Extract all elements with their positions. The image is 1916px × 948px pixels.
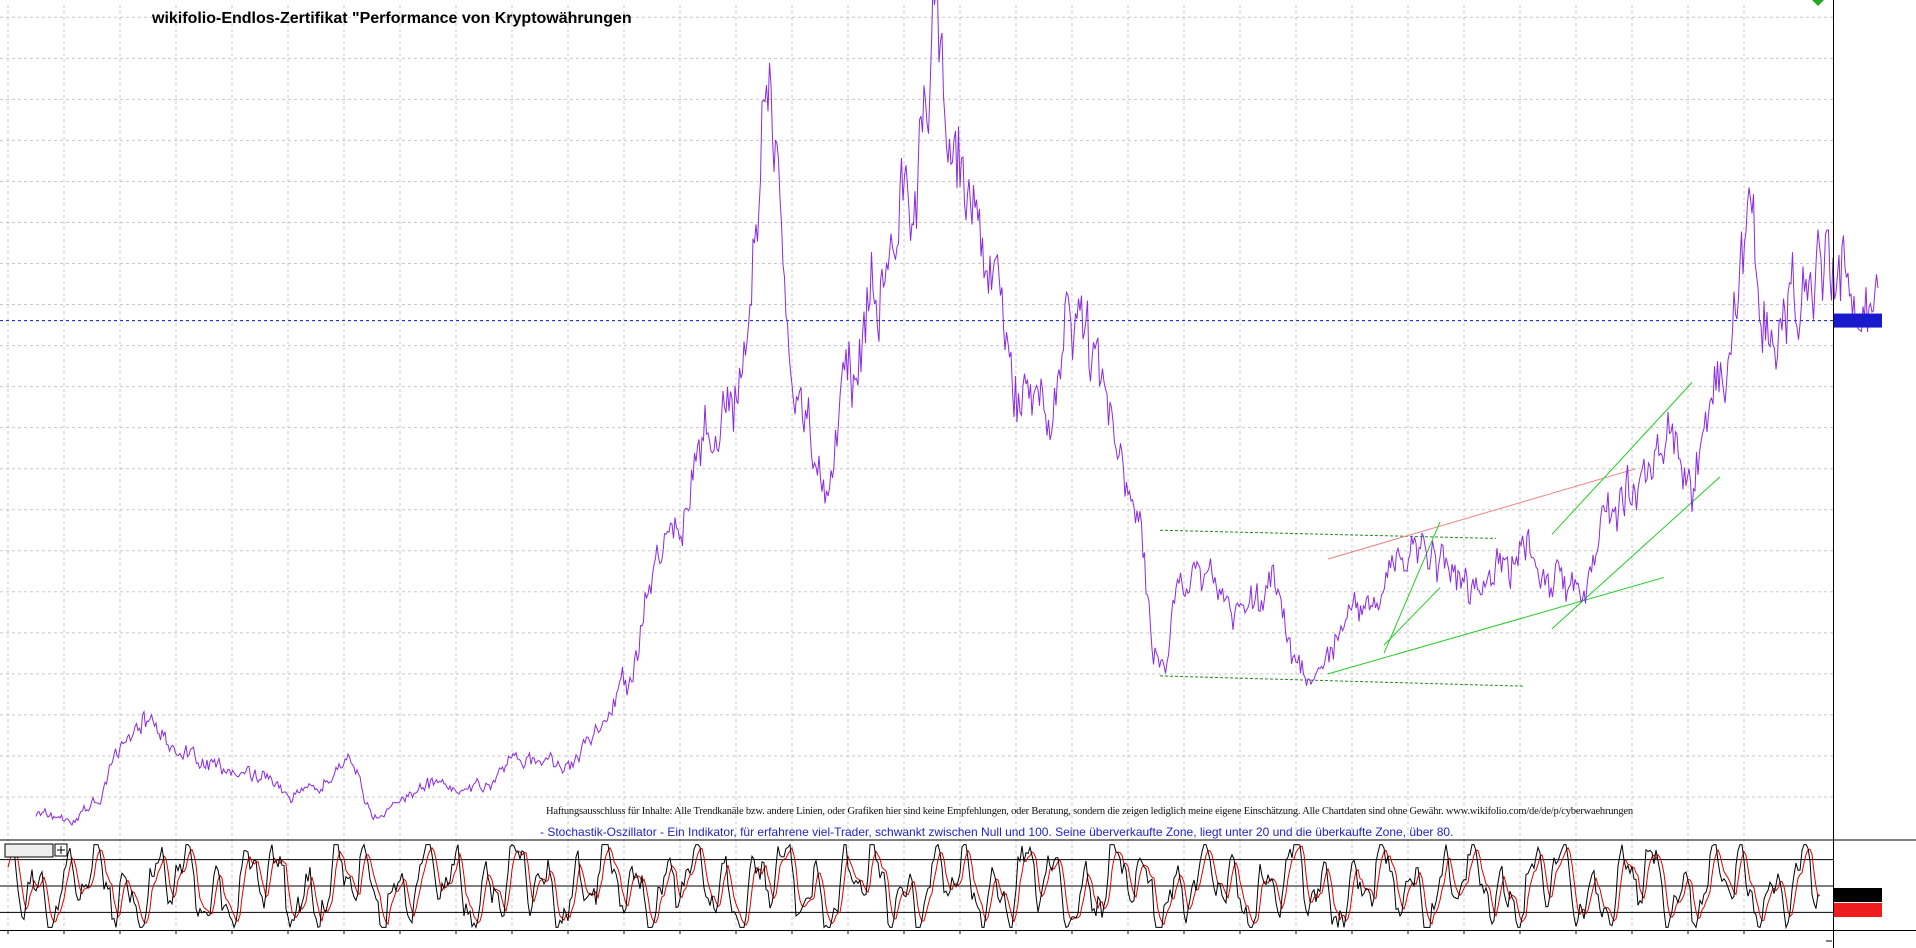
current-price-box [1834, 313, 1882, 328]
grid-layer [0, 5, 1833, 930]
trend-line [1327, 576, 1665, 675]
d-value-box [1834, 903, 1882, 917]
trend-line [1159, 675, 1525, 687]
stochastic-k-line [5, 843, 1819, 930]
scroll-marker-icon [1812, 0, 1824, 6]
oscillator-layer [0, 843, 1833, 930]
trend-line [1159, 529, 1497, 539]
k-value-box [1834, 888, 1882, 902]
stochastic-d-line [7, 845, 1821, 926]
trend-line [1383, 587, 1441, 646]
chart-title: wikifolio-Endlos-Zertifikat "Performance… [152, 10, 632, 27]
trend-line [1327, 468, 1637, 560]
annotation-layer [1159, 382, 1721, 687]
trend-line [1551, 382, 1693, 535]
label-layer [4, 313, 1882, 917]
price-line [35, 0, 1879, 826]
price-layer [35, 0, 1879, 826]
disclaimer-text: Haftungsausschluss für Inhalte: Alle Tre… [546, 806, 1633, 817]
indicator-description: - Stochastik-Oszillator - Ein Indikator,… [540, 825, 1454, 839]
stochastic-legend-box [4, 843, 54, 858]
trend-line [1383, 521, 1441, 654]
